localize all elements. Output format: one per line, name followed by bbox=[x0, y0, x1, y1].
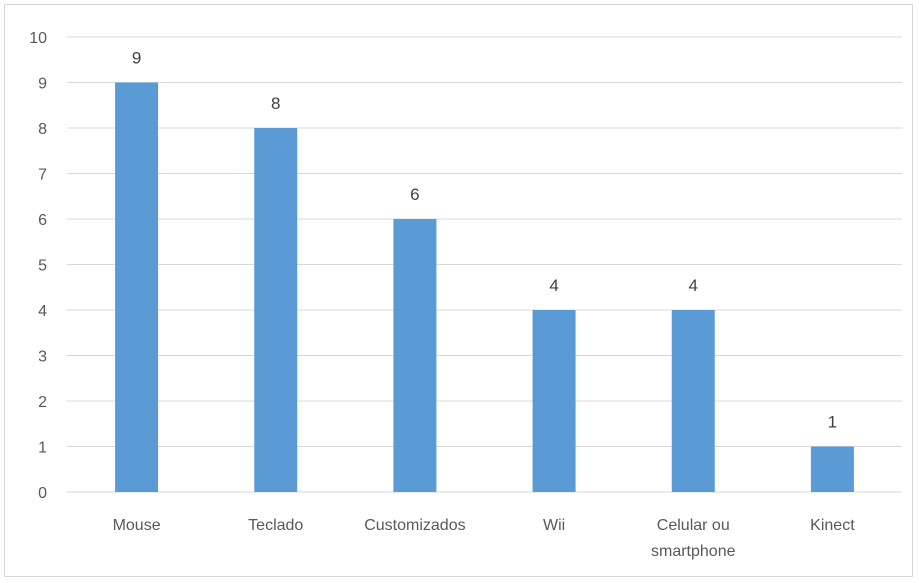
bar-value-label: 4 bbox=[549, 276, 558, 295]
y-tick-label: 9 bbox=[38, 76, 47, 93]
y-tick-label: 6 bbox=[38, 212, 47, 229]
bar bbox=[115, 82, 159, 492]
gridlines bbox=[67, 36, 902, 493]
x-tick-label: smartphone bbox=[651, 543, 736, 560]
bar-value-label: 6 bbox=[410, 185, 419, 204]
bar bbox=[671, 310, 715, 492]
y-tick-label: 3 bbox=[38, 349, 47, 366]
y-tick-label: 8 bbox=[38, 121, 47, 138]
y-tick-label: 1 bbox=[38, 440, 47, 457]
bar-value-label: 8 bbox=[271, 94, 280, 113]
x-axis-ticks: Mouse Teclado Customizados Wii Celular ou sma… bbox=[113, 517, 856, 560]
y-axis-ticks: 0 1 2 3 4 5 6 7 8 9 10 bbox=[29, 30, 47, 502]
bars bbox=[115, 82, 854, 492]
y-tick-label: 2 bbox=[38, 394, 47, 411]
y-tick-label: 0 bbox=[38, 485, 47, 502]
bar bbox=[254, 128, 298, 492]
x-tick-label: Teclado bbox=[248, 517, 303, 534]
x-tick-label: Kinect bbox=[810, 517, 855, 534]
y-tick-label: 4 bbox=[38, 303, 47, 320]
y-tick-label: 5 bbox=[38, 258, 47, 275]
bar-value-label: 1 bbox=[828, 413, 837, 432]
data-labels: 9 8 6 4 4 1 bbox=[132, 49, 837, 432]
x-tick-label: Celular ou bbox=[657, 517, 730, 534]
bar-value-label: 9 bbox=[132, 49, 141, 68]
x-tick-label: Customizados bbox=[364, 517, 465, 534]
x-tick-label: Mouse bbox=[113, 517, 161, 534]
y-tick-label: 10 bbox=[29, 30, 47, 47]
bar-value-label: 4 bbox=[689, 276, 698, 295]
bar bbox=[393, 219, 437, 492]
bar bbox=[810, 446, 854, 492]
x-tick-label: Wii bbox=[543, 517, 565, 534]
bar bbox=[532, 310, 576, 492]
y-tick-label: 7 bbox=[38, 167, 47, 184]
